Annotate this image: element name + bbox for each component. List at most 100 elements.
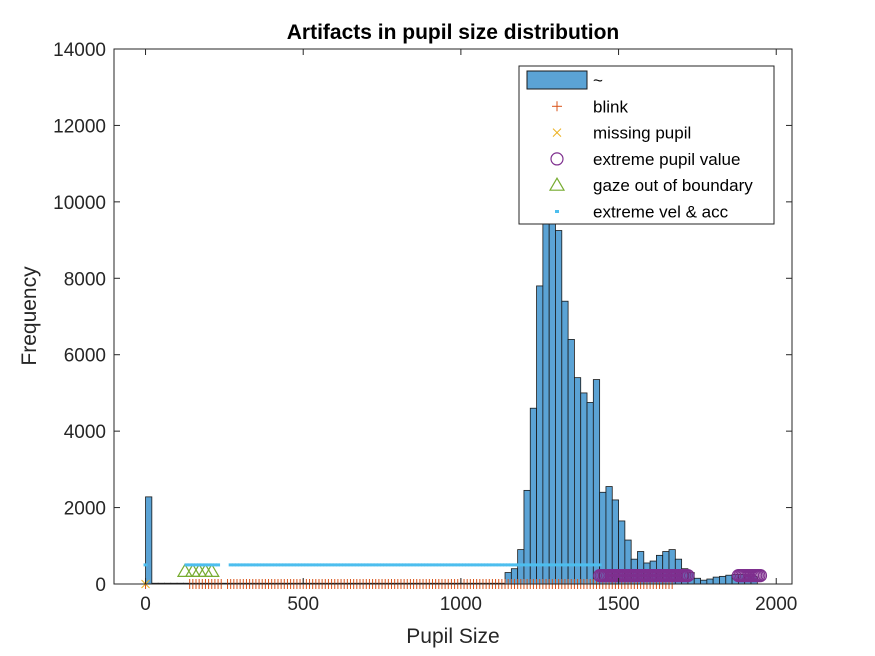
histogram-bar <box>706 578 714 585</box>
y-axis-label: Frequency <box>18 266 41 366</box>
point-marker <box>272 563 277 567</box>
point-marker <box>313 563 318 567</box>
point-marker <box>370 563 375 567</box>
legend-label: gaze out of boundary <box>593 176 753 195</box>
point-marker <box>465 563 470 567</box>
point-marker <box>562 563 567 567</box>
point-marker <box>521 563 526 567</box>
point-marker <box>446 563 451 567</box>
histogram-bar <box>693 577 701 585</box>
point-marker <box>380 563 385 567</box>
point-marker <box>487 563 492 567</box>
point-marker <box>187 563 192 567</box>
point-marker <box>241 563 246 567</box>
point-marker <box>291 563 296 567</box>
point-marker <box>234 563 239 567</box>
y-tick-label: 12000 <box>53 116 106 137</box>
point-marker <box>484 563 489 567</box>
point-marker <box>402 563 407 567</box>
y-tick-label: 6000 <box>64 346 106 367</box>
point-marker <box>197 563 202 567</box>
legend-swatch <box>526 70 588 90</box>
axis-ticks: 0 500 1000 1500 2000 0 2000 4000 6000 8000 10000 12… <box>53 40 797 615</box>
legend-swatch <box>555 210 559 213</box>
point-marker <box>348 563 353 567</box>
histogram-bar <box>555 230 563 585</box>
point-marker <box>458 563 463 567</box>
point-marker <box>597 563 602 567</box>
point-marker <box>468 563 473 567</box>
point-marker <box>329 563 334 567</box>
y-tick-label: 10000 <box>53 193 106 214</box>
point-marker <box>433 563 438 567</box>
point-marker <box>493 563 498 567</box>
point-marker <box>572 563 577 567</box>
point-marker <box>512 563 517 567</box>
point-marker <box>316 563 321 567</box>
point-marker <box>581 563 586 567</box>
histogram-bar <box>574 377 582 585</box>
legend-label: extreme pupil value <box>593 150 740 169</box>
point-marker <box>244 563 249 567</box>
point-marker <box>569 563 574 567</box>
triangle-marker <box>203 563 220 577</box>
histogram-bar <box>719 575 727 585</box>
point-marker <box>525 563 530 567</box>
point-marker <box>405 563 410 567</box>
legend-label: blink <box>593 97 628 116</box>
histogram-bar <box>548 209 556 585</box>
point-marker <box>474 563 479 567</box>
y-tick-label: 4000 <box>64 422 106 443</box>
point-marker <box>238 563 243 567</box>
point-marker <box>550 563 555 567</box>
circle-marker <box>753 568 768 583</box>
legend-swatch <box>550 152 564 166</box>
point-marker <box>540 563 545 567</box>
y-tick-label: 14000 <box>53 40 106 61</box>
point-marker <box>294 563 299 567</box>
circle-marker <box>681 568 695 583</box>
point-marker <box>383 563 388 567</box>
legend-label: ~ <box>593 71 603 90</box>
histogram-bar <box>592 379 601 585</box>
point-marker <box>439 563 444 567</box>
point-marker <box>298 563 303 567</box>
point-marker <box>342 563 347 567</box>
point-marker <box>518 563 523 567</box>
point-marker <box>496 563 501 567</box>
legend-swatch <box>552 128 562 137</box>
point-marker <box>209 563 214 567</box>
point-marker <box>354 563 359 567</box>
point-marker <box>257 563 262 567</box>
point-marker <box>534 563 539 567</box>
legend: ~ blink missing pupil extreme pupil value ga… <box>518 65 775 225</box>
point-marker <box>263 563 268 567</box>
point-marker <box>335 563 340 567</box>
triangle-marker <box>176 563 193 577</box>
legend-label: missing pupil <box>593 124 691 143</box>
point-marker <box>216 563 221 567</box>
point-marker <box>301 563 306 567</box>
point-marker <box>477 563 482 567</box>
point-marker <box>411 563 416 567</box>
marker-series <box>143 563 602 567</box>
point-marker <box>421 563 426 567</box>
x-tick-label: 1000 <box>440 594 482 615</box>
point-marker <box>537 563 542 567</box>
point-marker <box>430 563 435 567</box>
point-marker <box>266 563 271 567</box>
point-marker <box>373 563 378 567</box>
point-marker <box>307 563 312 567</box>
point-marker <box>417 563 422 567</box>
histogram-bar <box>523 489 531 585</box>
point-marker <box>578 563 583 567</box>
legend-swatch <box>552 101 562 112</box>
point-marker <box>275 563 280 567</box>
point-marker <box>288 563 293 567</box>
point-marker <box>143 563 148 567</box>
point-marker <box>544 563 549 567</box>
point-marker <box>269 563 274 567</box>
point-marker <box>250 563 255 567</box>
point-marker <box>386 563 391 567</box>
